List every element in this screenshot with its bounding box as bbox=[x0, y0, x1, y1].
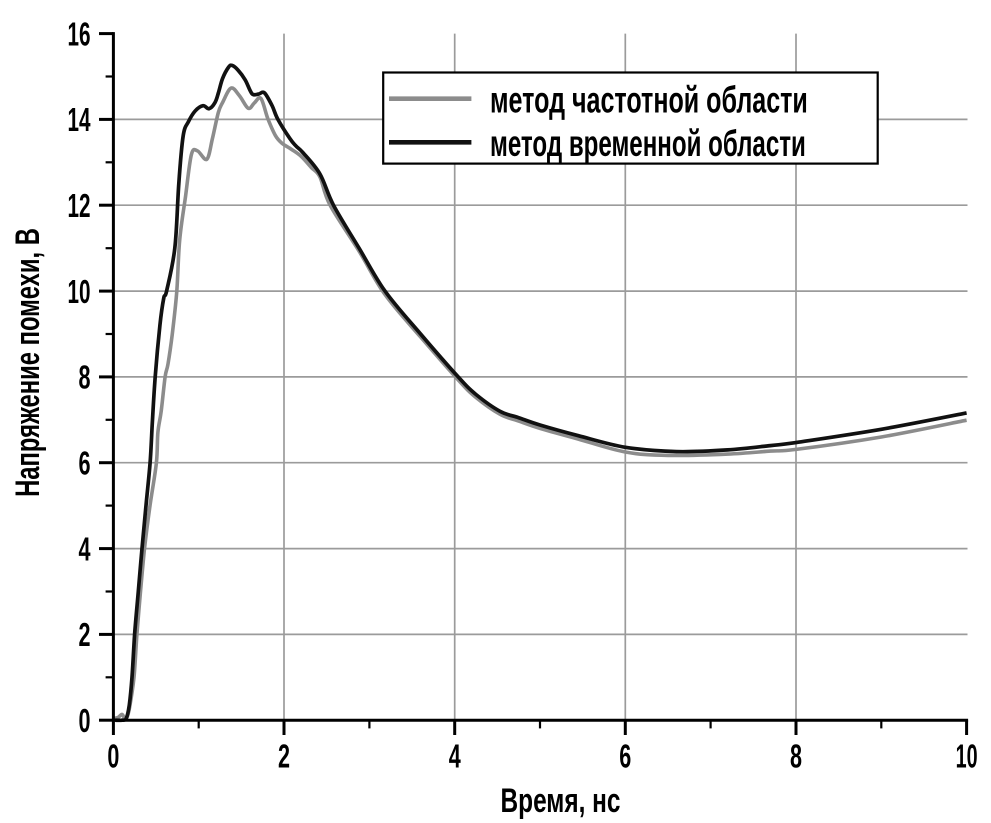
svg-text:метод временной области: метод временной области bbox=[490, 123, 806, 164]
svg-text:10: 10 bbox=[68, 273, 91, 310]
svg-text:6: 6 bbox=[619, 738, 631, 775]
svg-text:14: 14 bbox=[68, 101, 92, 138]
svg-text:10: 10 bbox=[956, 737, 978, 775]
svg-text:Напряжение помехи, В: Напряжение помехи, В bbox=[9, 228, 47, 497]
svg-text:6: 6 bbox=[79, 445, 91, 482]
svg-text:метод частотной области: метод частотной области bbox=[490, 79, 808, 121]
svg-text:8: 8 bbox=[79, 359, 91, 396]
svg-text:4: 4 bbox=[79, 531, 91, 568]
svg-text:0: 0 bbox=[107, 738, 119, 775]
svg-text:16: 16 bbox=[68, 15, 91, 52]
svg-text:2: 2 bbox=[278, 738, 290, 775]
svg-text:Время, нс: Время, нс bbox=[501, 782, 621, 820]
svg-text:12: 12 bbox=[68, 187, 91, 224]
svg-text:4: 4 bbox=[449, 738, 461, 775]
svg-text:0: 0 bbox=[79, 702, 91, 739]
svg-text:2: 2 bbox=[79, 617, 91, 654]
svg-text:8: 8 bbox=[790, 738, 802, 775]
